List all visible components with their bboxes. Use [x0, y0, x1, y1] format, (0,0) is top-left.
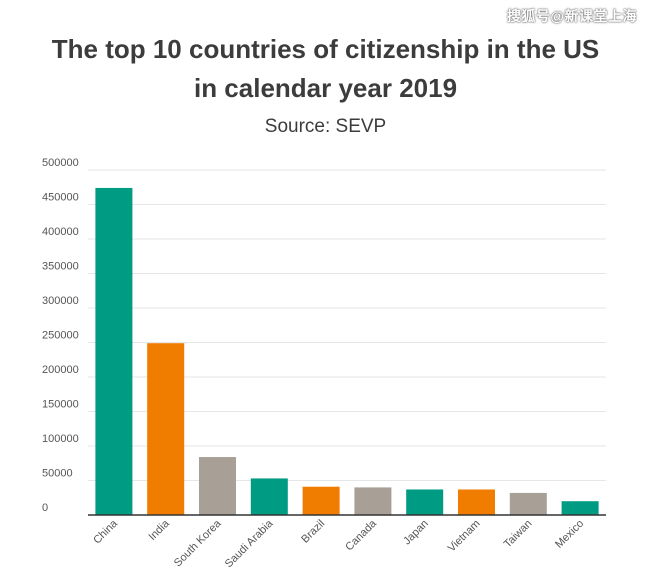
bar-china: [95, 187, 133, 515]
x-tick-label: Mexico: [553, 518, 586, 551]
bar-japan: [406, 489, 444, 515]
bar-south-korea: [199, 457, 236, 515]
x-tick-label: Taiwan: [502, 518, 535, 551]
bar-saudi-arabia: [250, 478, 288, 515]
x-tick-label: India: [146, 517, 172, 543]
chart-subtitle: Source: SEVP: [264, 116, 387, 137]
bar-vietnam: [458, 489, 495, 515]
x-tick-label: Vietnam: [446, 518, 483, 555]
y-tick-label: 450000: [42, 192, 79, 204]
x-tick-label: Canada: [343, 517, 379, 553]
bar-taiwan: [509, 492, 547, 515]
watermark: 搜狐号@新课堂上海: [506, 8, 637, 24]
x-tick-label: South Korea: [172, 517, 224, 569]
x-tick-label: China: [91, 517, 120, 546]
chart-title-line-2: in calendar year 2019: [193, 73, 458, 103]
bar-canada: [354, 487, 392, 515]
y-tick-label: 300000: [42, 295, 79, 307]
bar-brazil: [302, 486, 340, 515]
y-tick-label: 200000: [42, 364, 79, 376]
y-tick-label: 400000: [42, 226, 79, 238]
y-tick-label: 500000: [42, 157, 79, 169]
y-tick-label: 100000: [42, 433, 79, 445]
y-tick-label: 150000: [42, 399, 79, 411]
x-tick-label: Brazil: [299, 518, 327, 546]
chart-title-line-1: The top 10 countries of citizenship in t…: [51, 34, 600, 64]
bar-india: [147, 343, 185, 515]
bar-mexico: [561, 501, 599, 515]
x-tick-label: Japan: [401, 518, 431, 548]
x-tick-label: Saudi Arabia: [223, 517, 276, 570]
y-tick-label: 50000: [42, 468, 73, 480]
y-tick-label: 350000: [42, 261, 79, 273]
y-tick-label: 0: [42, 502, 48, 514]
y-tick-label: 250000: [42, 330, 79, 342]
